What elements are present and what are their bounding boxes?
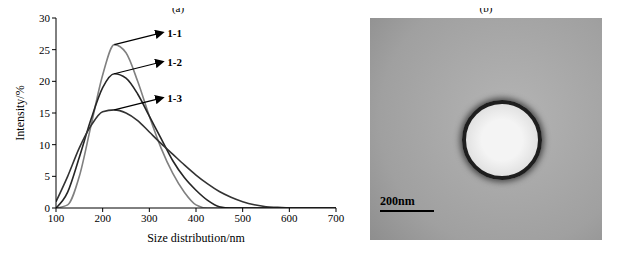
svg-text:1-1: 1-1 [167, 27, 182, 39]
svg-text:Size distribution/nm: Size distribution/nm [147, 231, 245, 245]
svg-text:100: 100 [48, 212, 65, 224]
svg-text:1-2: 1-2 [167, 56, 182, 68]
svg-text:30: 30 [39, 12, 51, 24]
svg-text:5: 5 [45, 170, 51, 182]
svg-text:500: 500 [234, 212, 251, 224]
svg-text:10: 10 [39, 139, 51, 151]
svg-text:Intensity/%: Intensity/% [13, 85, 27, 140]
svg-text:600: 600 [281, 212, 298, 224]
html-text:(a): (a) [171, 2, 185, 14]
html-text:(b): (b) [479, 2, 493, 14]
svg-text:200: 200 [94, 212, 111, 224]
svg-text:300: 300 [141, 212, 158, 224]
svg-text:700: 700 [328, 212, 345, 224]
html-text:200nm: 200nm [380, 194, 415, 208]
svg-text:0: 0 [45, 202, 51, 214]
svg-text:15: 15 [39, 107, 51, 119]
svg-text:25: 25 [39, 44, 51, 56]
svg-text:400: 400 [188, 212, 205, 224]
svg-text:20: 20 [39, 75, 51, 87]
svg-text:1-3: 1-3 [167, 92, 182, 104]
